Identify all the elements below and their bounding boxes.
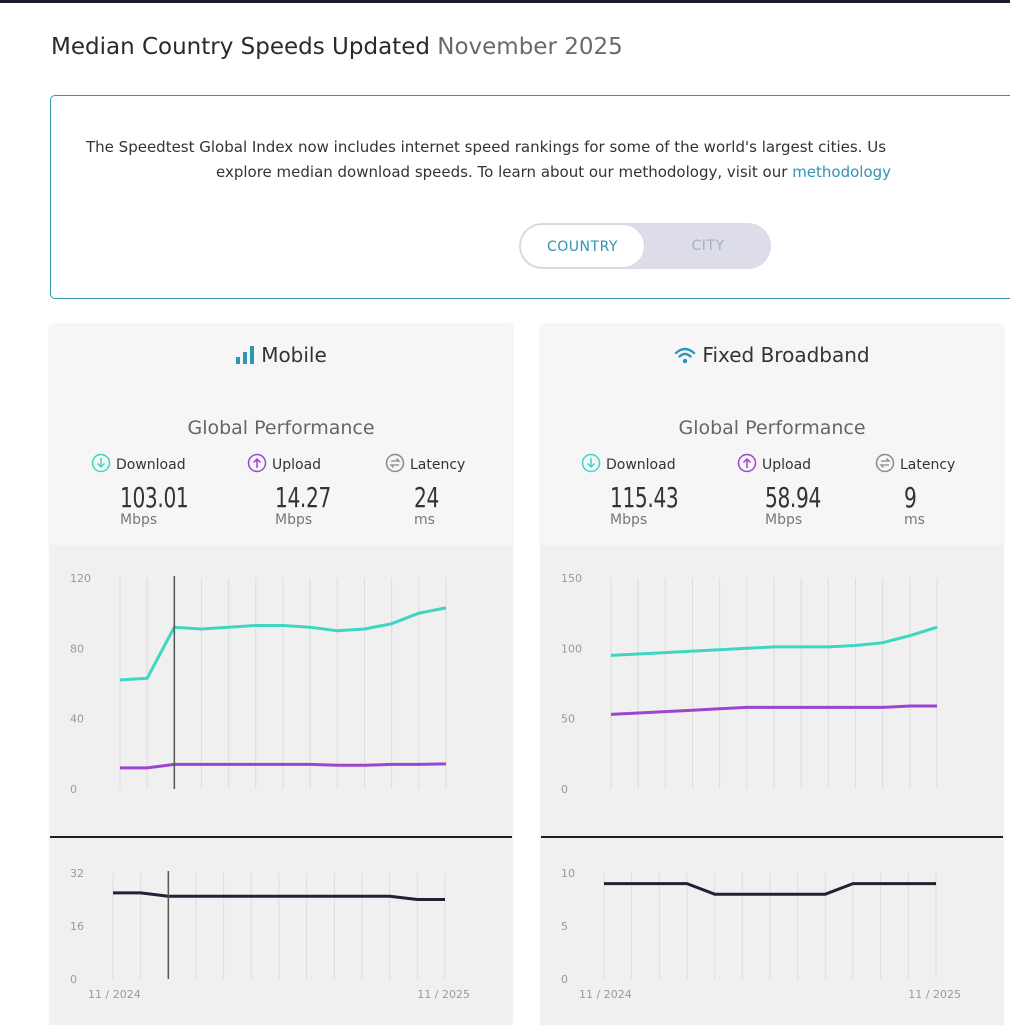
mobile-latency-unit: ms [414, 512, 435, 528]
fixed-download-label: Download [606, 457, 676, 473]
fixed-chart-area: 0 50 100 150 0 5 10 11 / 2024 11 / 2025 [541, 545, 1003, 1025]
mobile-latency-value: 24 [414, 481, 439, 514]
download-arrow-icon [581, 453, 601, 477]
fixed-latency-unit: ms [904, 512, 925, 528]
fixed-latency-ytick-label: 5 [561, 920, 568, 933]
fixed-speed-ytick-label: 50 [561, 713, 575, 726]
fixed-upload-label: Upload [762, 457, 812, 473]
intro-text-line2-prefix: explore median download speeds. To learn… [216, 163, 788, 181]
fixed-speed-ytick-label: 0 [561, 783, 568, 796]
latency-icon [385, 453, 405, 477]
mobile-charts-svg[interactable]: 0 40 80 120 0 16 32 11 / 2024 11 / 2025 [50, 545, 512, 1025]
download-arrow-icon [91, 453, 111, 477]
page-title-text: Median Country Speeds Updated [51, 34, 430, 60]
upload-arrow-icon [737, 453, 757, 477]
mobile-upload-unit: Mbps [275, 512, 313, 528]
fixed-latency-xtick-label: 11 / 2025 [908, 988, 961, 1001]
fixed-latency-label: Latency [900, 457, 956, 473]
mobile-latency-ytick-label: 16 [70, 920, 84, 933]
intro-text-line2: explore median download speeds. To learn… [216, 163, 891, 181]
fixed-title-text: Fixed Broadband [702, 343, 870, 367]
signal-bars-icon [236, 346, 255, 364]
fixed-latency-ytick-label: 0 [561, 973, 568, 986]
fixed-upload-value: 58.94 [765, 481, 821, 514]
fixed-speed-series-line [610, 704, 937, 716]
fixed-card-title: Fixed Broadband [541, 343, 1003, 367]
toggle-city-button[interactable]: CITY [691, 238, 725, 254]
mobile-speed-ytick-label: 80 [70, 642, 84, 655]
fixed-download-unit: Mbps [610, 512, 648, 528]
fixed-speed-ytick-label: 100 [561, 642, 582, 655]
fixed-latency-series-line [604, 882, 936, 896]
methodology-link[interactable]: methodology [792, 163, 892, 181]
page-title: Median Country Speeds Updated November 2… [51, 34, 623, 60]
mobile-speed-ytick-label: 40 [70, 713, 84, 726]
mobile-speed-ytick-label: 120 [70, 572, 91, 585]
latency-icon [875, 453, 895, 477]
top-bar [0, 0, 1010, 3]
wifi-icon [675, 347, 696, 364]
fixed-broadband-card: Fixed Broadband Global Performance Downl… [541, 325, 1003, 1025]
mobile-speed-ytick-label: 0 [70, 783, 77, 796]
mobile-latency-xtick-label: 11 / 2024 [88, 988, 141, 1001]
fixed-upload-metric: Upload 58.94 Mbps [737, 453, 857, 528]
upload-arrow-icon [247, 453, 267, 477]
intro-text-line1: The Speedtest Global Index now includes … [86, 138, 887, 156]
fixed-charts-svg[interactable]: 0 50 100 150 0 5 10 11 / 2024 11 / 2025 [541, 545, 1003, 1025]
mobile-card: Mobile Global Performance Download 103.0… [50, 325, 512, 1025]
fixed-latency-value: 9 [904, 481, 917, 514]
mobile-download-value: 103.01 [120, 481, 189, 514]
fixed-speed-series-line [610, 625, 938, 657]
country-city-toggle[interactable]: COUNTRY CITY [519, 223, 771, 269]
mobile-latency-ytick-label: 0 [70, 973, 77, 986]
fixed-latency-ytick-label: 10 [561, 867, 575, 880]
mobile-title-text: Mobile [261, 343, 327, 367]
toggle-country-button[interactable]: COUNTRY [520, 224, 645, 268]
mobile-download-metric: Download 103.01 Mbps [91, 453, 211, 528]
mobile-latency-xtick-label: 11 / 2025 [417, 988, 470, 1001]
mobile-latency-metric: Latency 24 ms [385, 453, 505, 528]
mobile-perf-title: Global Performance [187, 417, 375, 439]
mobile-download-label: Download [116, 457, 186, 473]
fixed-latency-metric: Latency 9 ms [875, 453, 995, 528]
page-title-date: November 2025 [437, 34, 623, 60]
fixed-download-value: 115.43 [610, 481, 679, 514]
mobile-upload-label: Upload [272, 457, 322, 473]
mobile-upload-value: 14.27 [275, 481, 331, 514]
fixed-upload-unit: Mbps [765, 512, 803, 528]
mobile-download-unit: Mbps [120, 512, 158, 528]
fixed-speed-ytick-label: 150 [561, 572, 582, 585]
mobile-chart-area: 0 40 80 120 0 16 32 11 / 2024 11 / 2025 [50, 545, 512, 1025]
fixed-perf-title: Global Performance [678, 417, 866, 439]
fixed-latency-xtick-label: 11 / 2024 [579, 988, 632, 1001]
fixed-download-metric: Download 115.43 Mbps [581, 453, 701, 528]
mobile-card-title: Mobile [50, 343, 512, 367]
mobile-upload-metric: Upload 14.27 Mbps [247, 453, 367, 528]
mobile-latency-label: Latency [410, 457, 466, 473]
mobile-latency-ytick-label: 32 [70, 867, 84, 880]
intro-box: The Speedtest Global Index now includes … [50, 95, 1010, 299]
